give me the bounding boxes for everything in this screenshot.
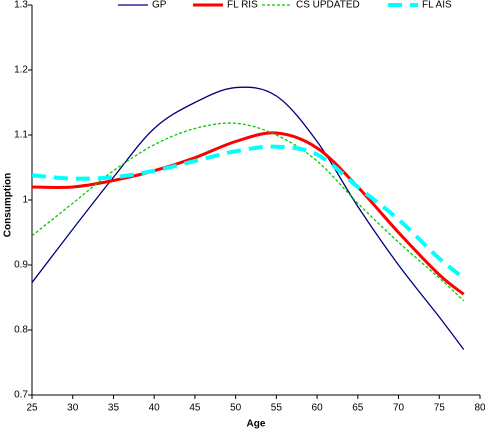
x-tick-label: 40: [149, 403, 161, 414]
x-tick-label: 25: [26, 403, 38, 414]
legend-label: FL RIS: [227, 0, 258, 11]
series-line: [31, 86, 465, 350]
series-line: [31, 122, 465, 302]
series-line: [31, 144, 465, 280]
y-tick-label: 0.8: [14, 325, 28, 336]
y-tick-label: 1: [22, 195, 28, 206]
legend-label: CS UPDATED: [296, 0, 360, 11]
legend-label: FL AIS: [422, 0, 452, 11]
y-tick-label: 0.7: [14, 390, 28, 401]
x-tick-label: 80: [474, 403, 485, 414]
x-tick-label: 50: [230, 403, 242, 414]
y-tick-label: 0.9: [14, 260, 28, 271]
y-tick-label: 1.2: [14, 65, 28, 76]
series-line: [31, 131, 465, 296]
x-tick-label: 60: [312, 403, 324, 414]
legend-label: GP: [152, 0, 167, 11]
x-tick-label: 45: [189, 403, 201, 414]
y-axis-label: Consumption: [3, 173, 14, 237]
x-tick-label: 30: [67, 403, 79, 414]
x-tick-label: 75: [434, 403, 446, 414]
y-tick-label: 1.3: [14, 0, 28, 11]
x-tick-label: 65: [352, 403, 364, 414]
x-axis-label: Age: [247, 419, 266, 430]
y-tick-label: 1.1: [14, 130, 28, 141]
x-tick-label: 70: [393, 403, 405, 414]
x-tick-label: 35: [108, 403, 120, 414]
x-tick-label: 55: [271, 403, 283, 414]
